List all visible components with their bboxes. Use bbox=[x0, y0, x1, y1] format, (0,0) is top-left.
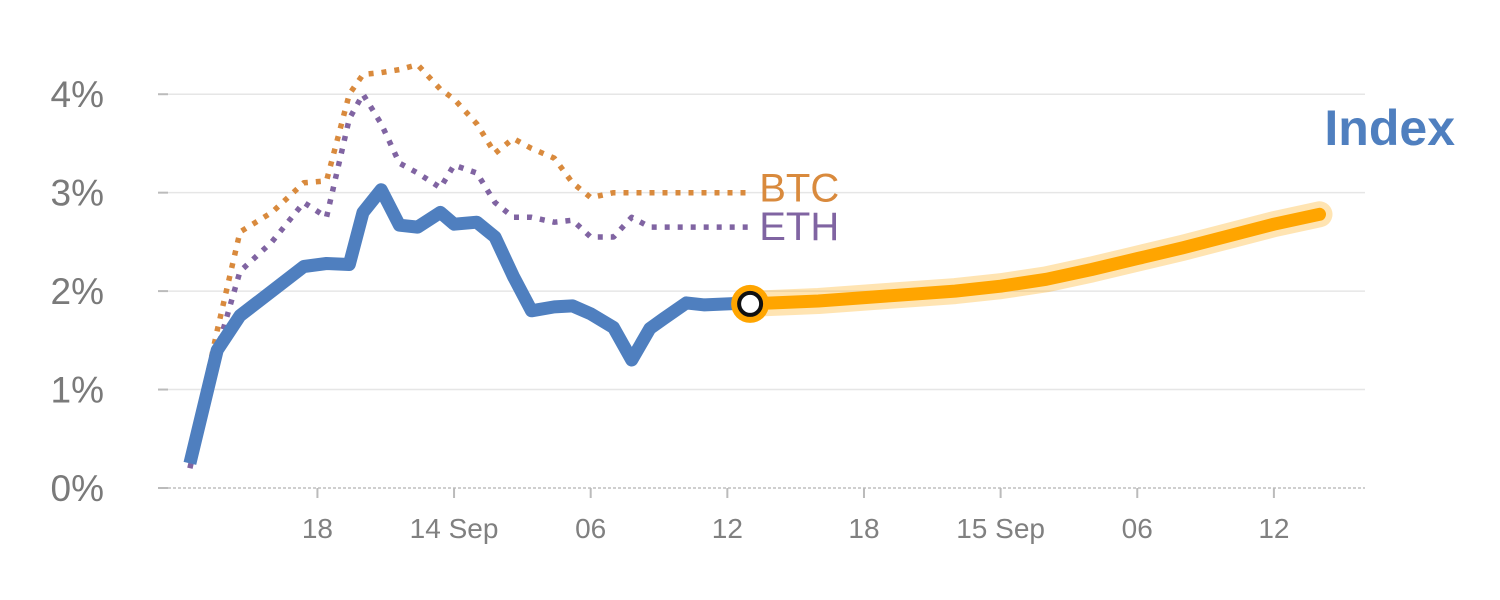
y-tick-label: 1% bbox=[51, 370, 104, 411]
x-tick-label: 18 bbox=[848, 513, 879, 544]
y-tick-label: 2% bbox=[51, 271, 104, 312]
x-tick-label: 06 bbox=[1122, 513, 1153, 544]
y-tick-label: 3% bbox=[51, 173, 104, 214]
series-lines bbox=[183, 61, 1333, 469]
x-tick-label: 12 bbox=[712, 513, 743, 544]
series-line-btc bbox=[187, 61, 751, 460]
y-tick-label: 4% bbox=[51, 74, 104, 115]
y-tick-label: 0% bbox=[51, 468, 104, 509]
x-tick-label: 14 Sep bbox=[410, 513, 499, 544]
series-label-btc: BTC bbox=[759, 167, 839, 211]
x-tick-label: 12 bbox=[1258, 513, 1289, 544]
labels bbox=[731, 284, 770, 323]
forecast-line bbox=[743, 207, 1326, 311]
x-tick-label: 15 Sep bbox=[956, 513, 1045, 544]
series-line-eth bbox=[187, 91, 751, 469]
axes: 0% 1% 2% 3% 4% 18 14 Sep 06 12 18 15 Sep 06 12 bbox=[51, 74, 1290, 544]
series-label-eth: ETH bbox=[759, 205, 839, 249]
series-line-index bbox=[183, 183, 751, 465]
x-tick-label: 06 bbox=[575, 513, 606, 544]
current-point-marker bbox=[737, 290, 764, 317]
chart-title: Index bbox=[1324, 100, 1455, 156]
x-tick-label: 18 bbox=[302, 513, 333, 544]
